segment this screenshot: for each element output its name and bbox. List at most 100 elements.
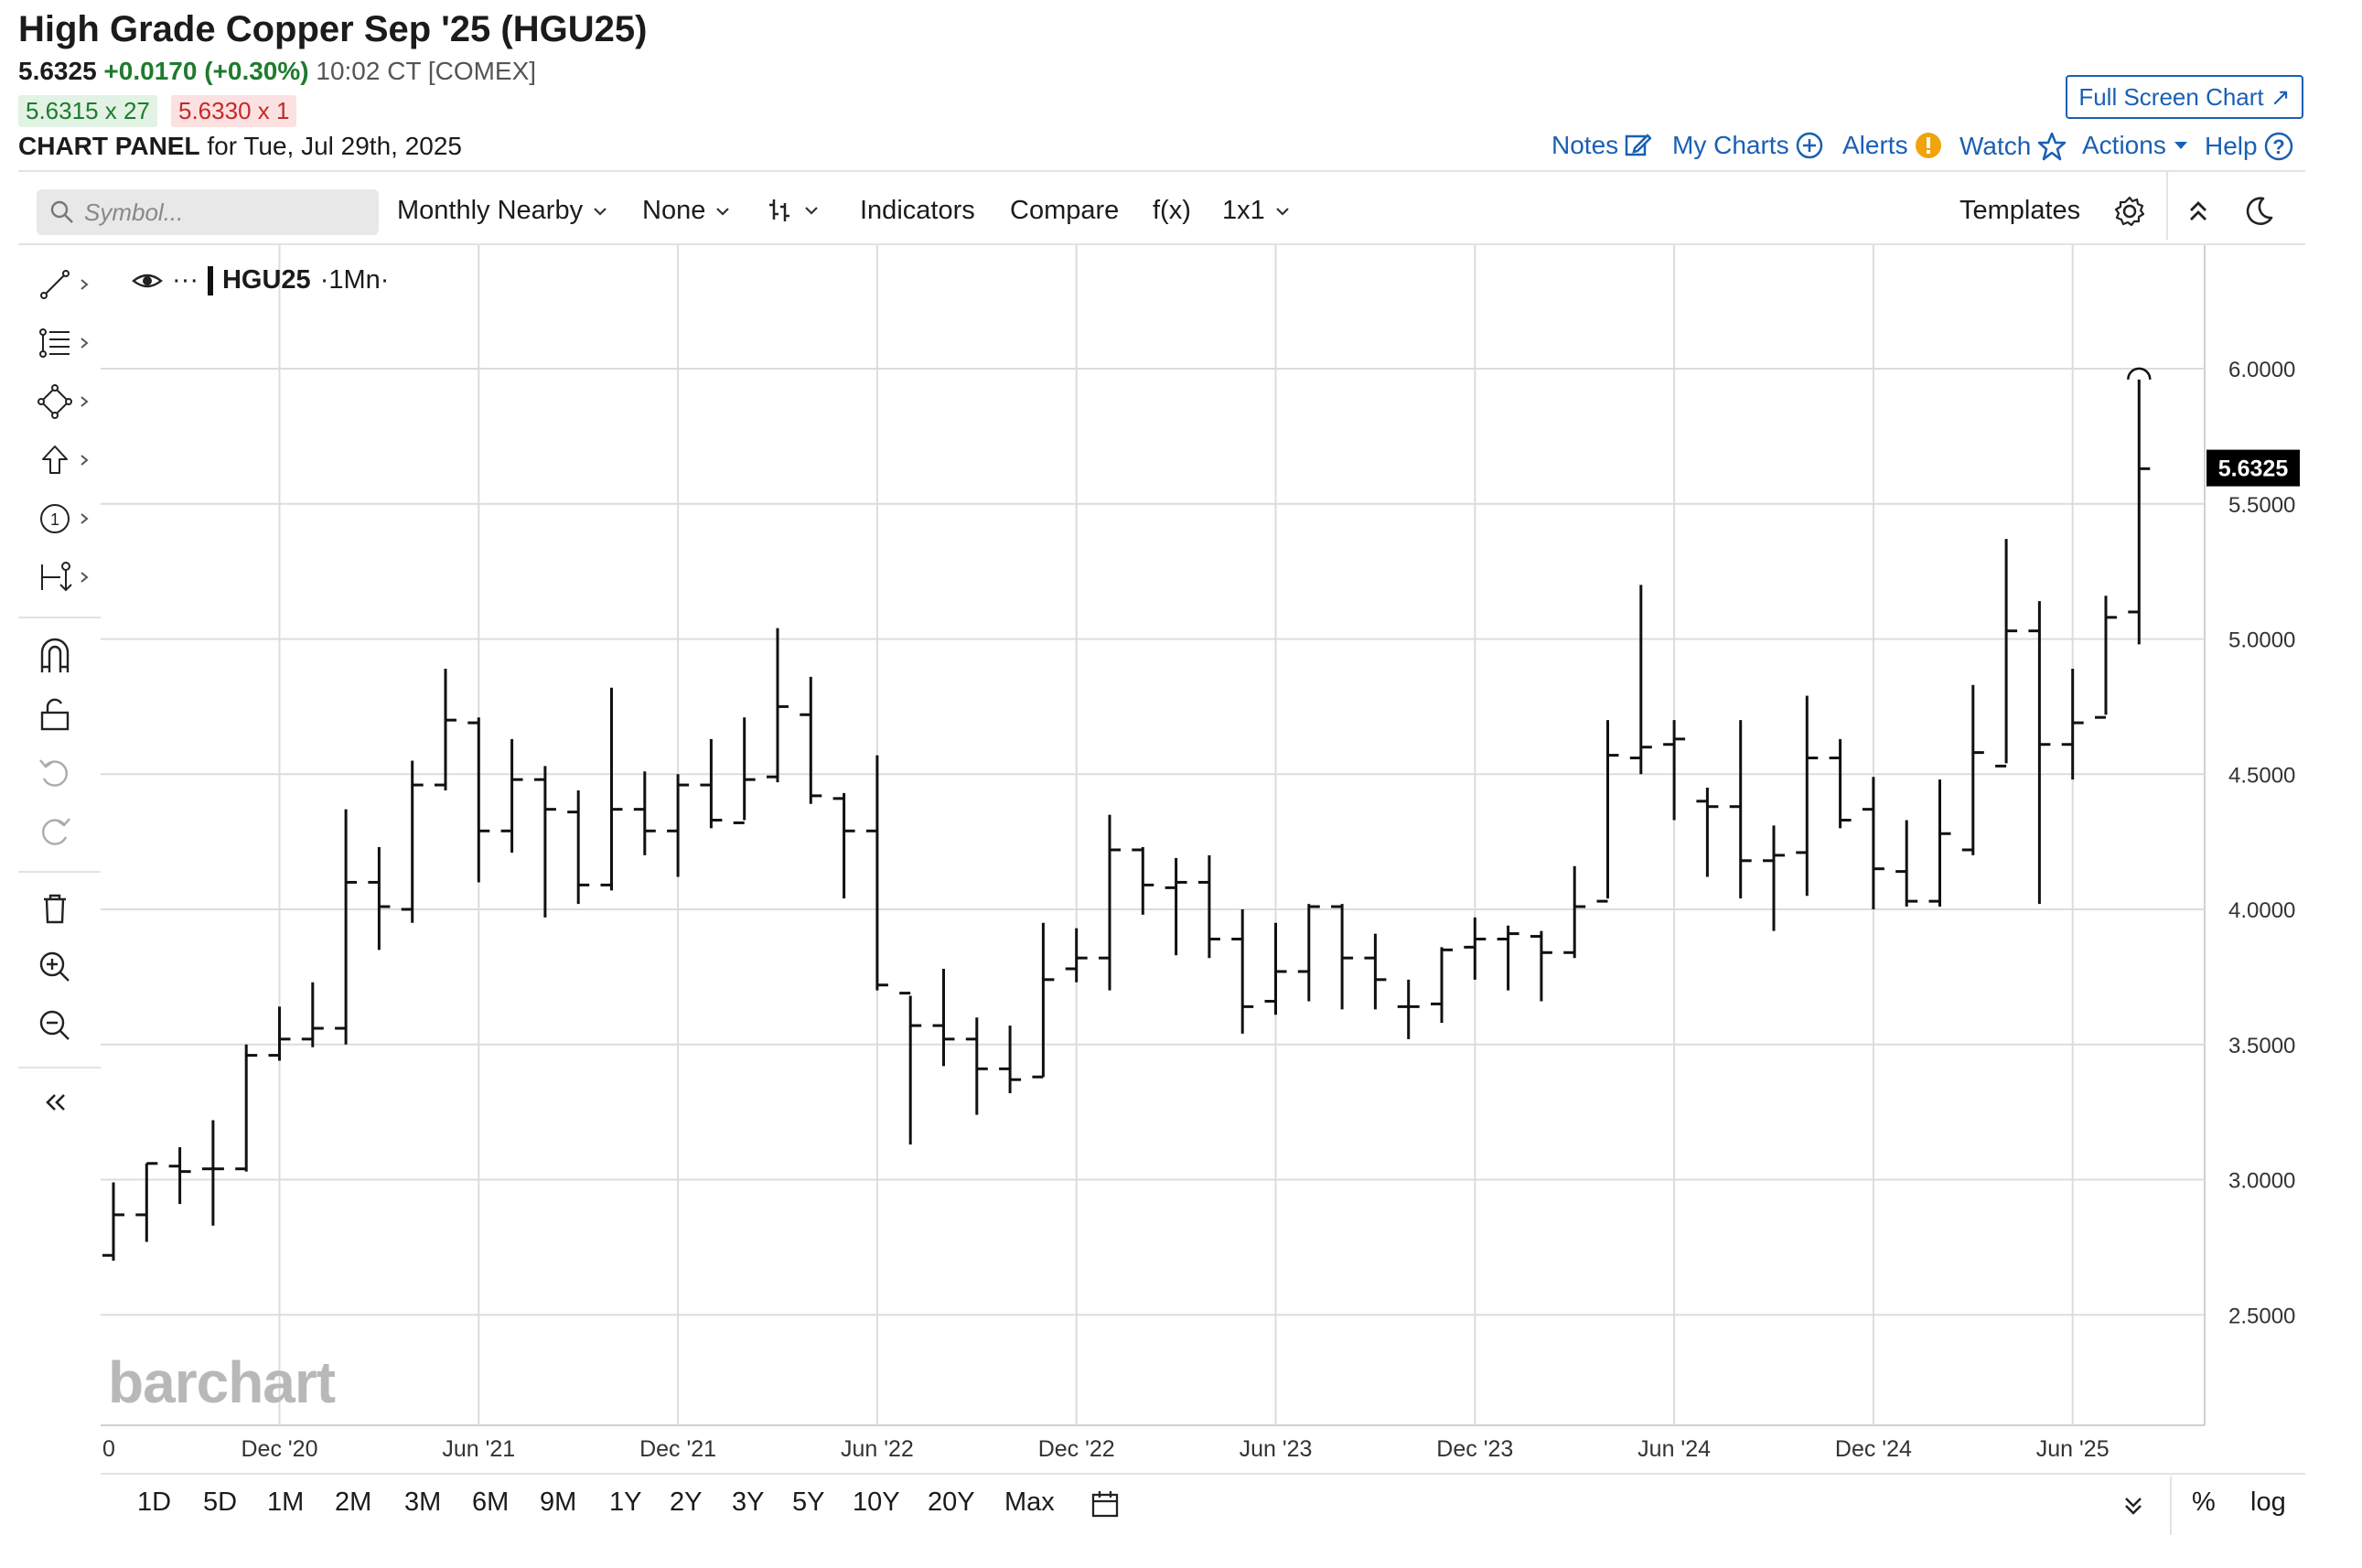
- number-tool-button[interactable]: 1: [37, 496, 95, 542]
- range-6m[interactable]: 6M: [472, 1487, 510, 1517]
- search-input[interactable]: Symbol...: [84, 198, 184, 226]
- fx-button[interactable]: f(x): [1153, 196, 1191, 225]
- range-2m[interactable]: 2M: [335, 1487, 372, 1517]
- collapse-tools-button[interactable]: [37, 1079, 95, 1125]
- settings-button[interactable]: [2113, 195, 2146, 232]
- symbol-search[interactable]: Symbol...: [37, 189, 379, 235]
- line-tool-button[interactable]: [37, 262, 95, 307]
- ohlc-bar: [1961, 684, 1984, 855]
- ohlc-bar: [102, 1182, 124, 1262]
- range-1d[interactable]: 1D: [137, 1487, 172, 1517]
- watch-link[interactable]: Watch: [1959, 131, 2067, 162]
- last-price: 5.6325: [18, 57, 97, 85]
- legend-interval: ·1Mn·: [319, 265, 390, 295]
- my-charts-link[interactable]: My Charts: [1672, 131, 1824, 160]
- zoom-out-icon: [39, 1010, 70, 1040]
- double-chevron-down-icon: [2125, 1498, 2142, 1515]
- y-tick-label: 6.0000: [2228, 358, 2295, 382]
- ohlc-bar: [1928, 779, 1951, 908]
- ohlc-bar: [1364, 933, 1387, 1010]
- shape-tool-button[interactable]: [37, 379, 95, 424]
- ohlc-bar: [800, 676, 822, 804]
- indicators-button[interactable]: Indicators: [860, 196, 975, 225]
- theme-toggle[interactable]: [2241, 194, 2276, 233]
- ohlc-bar: [567, 789, 590, 905]
- bottom-bar-divider: [2170, 1477, 2172, 1535]
- alerts-label: Alerts: [1842, 131, 1908, 159]
- x-tick-label: Dec '24: [1835, 1436, 1912, 1462]
- range-10y[interactable]: 10Y: [853, 1487, 900, 1517]
- panel-date: for Tue, Jul 29th, 2025: [207, 132, 463, 160]
- collapse-icon: [46, 1094, 65, 1111]
- measure-tool-icon: [41, 562, 72, 592]
- range-5d[interactable]: 5D: [203, 1487, 238, 1517]
- x-tick-label: Dec '21: [639, 1436, 716, 1462]
- legend-menu[interactable]: ···: [172, 265, 199, 295]
- ohlc-bar: [467, 717, 490, 883]
- range-9m[interactable]: 9M: [540, 1487, 577, 1517]
- ask-badge: 5.6330 x 1: [171, 95, 297, 127]
- undo-button[interactable]: [37, 750, 95, 796]
- bar-type-select[interactable]: [767, 196, 820, 225]
- zoom-out-button[interactable]: [37, 1003, 95, 1048]
- ohlc-bar: [1032, 922, 1055, 1079]
- alerts-link[interactable]: Alerts: [1842, 131, 1943, 160]
- eye-icon[interactable]: [132, 270, 163, 292]
- help-link[interactable]: Help ?: [2205, 131, 2294, 162]
- chevron-right-icon: [81, 338, 89, 349]
- caret-up-icon: [2190, 201, 2206, 220]
- range-20y[interactable]: 20Y: [928, 1487, 975, 1517]
- ohlc-bar: [733, 717, 756, 824]
- overlay-select[interactable]: None: [642, 196, 731, 226]
- period-label: Monthly Nearby: [397, 196, 584, 225]
- actions-menu[interactable]: Actions: [2082, 131, 2190, 160]
- layout-select[interactable]: 1x1: [1222, 196, 1291, 226]
- ohlc-bar: [1264, 922, 1287, 1015]
- redo-icon: [42, 818, 70, 845]
- range-3m[interactable]: 3M: [404, 1487, 442, 1517]
- chevron-right-icon: [81, 572, 89, 583]
- expand-bottom-button[interactable]: [2120, 1493, 2146, 1523]
- range-3y[interactable]: 3Y: [732, 1487, 765, 1517]
- ohlc-bar: [135, 1162, 158, 1242]
- compare-button[interactable]: Compare: [1010, 196, 1120, 225]
- notes-link[interactable]: Notes: [1551, 131, 1652, 160]
- range-1m[interactable]: 1M: [267, 1487, 305, 1517]
- ohlc-bars: [102, 367, 2152, 1262]
- chevron-right-icon: [81, 455, 89, 466]
- percent-toggle[interactable]: %: [2192, 1487, 2216, 1517]
- zoom-in-button[interactable]: [37, 944, 95, 990]
- range-1y[interactable]: 1Y: [609, 1487, 642, 1517]
- quote-time: 10:02 CT [COMEX]: [316, 57, 537, 85]
- range-5y[interactable]: 5Y: [792, 1487, 825, 1517]
- ohlc-bar: [533, 766, 556, 918]
- caret-down-icon: [2174, 142, 2187, 149]
- exclamation-icon: [1915, 133, 1941, 158]
- magnet-button[interactable]: [37, 633, 95, 679]
- overlay-label: None: [642, 196, 706, 225]
- x-tick-label: Jun '21: [442, 1436, 515, 1462]
- delete-drawings-button[interactable]: [37, 886, 95, 931]
- ohlc-bar: [832, 792, 855, 899]
- redo-button[interactable]: [37, 809, 95, 854]
- y-tick-label: 5.5000: [2228, 493, 2295, 518]
- lock-button[interactable]: [37, 692, 95, 737]
- chevron-down-icon: [1275, 207, 1289, 216]
- arrow-tool-button[interactable]: [37, 437, 95, 483]
- period-select[interactable]: Monthly Nearby: [397, 196, 608, 226]
- fib-tool-button[interactable]: [37, 320, 95, 366]
- full-screen-button[interactable]: Full Screen Chart ↗: [2066, 75, 2303, 119]
- range-2y[interactable]: 2Y: [670, 1487, 703, 1517]
- collapse-header-button[interactable]: [2183, 196, 2214, 231]
- ohlc-bar: [435, 669, 456, 790]
- ohlc-bar: [667, 774, 690, 877]
- range-max[interactable]: Max: [1004, 1487, 1055, 1517]
- date-range-button[interactable]: [1090, 1489, 1120, 1523]
- series-legend[interactable]: ··· HGU25 ·1Mn·: [132, 265, 389, 295]
- arrow-tool-icon: [42, 446, 68, 474]
- measure-tool-button[interactable]: [37, 554, 95, 600]
- log-toggle[interactable]: log: [2250, 1487, 2286, 1517]
- templates-button[interactable]: Templates: [1959, 196, 2081, 225]
- last-price-tag: 5.6325: [2206, 449, 2300, 487]
